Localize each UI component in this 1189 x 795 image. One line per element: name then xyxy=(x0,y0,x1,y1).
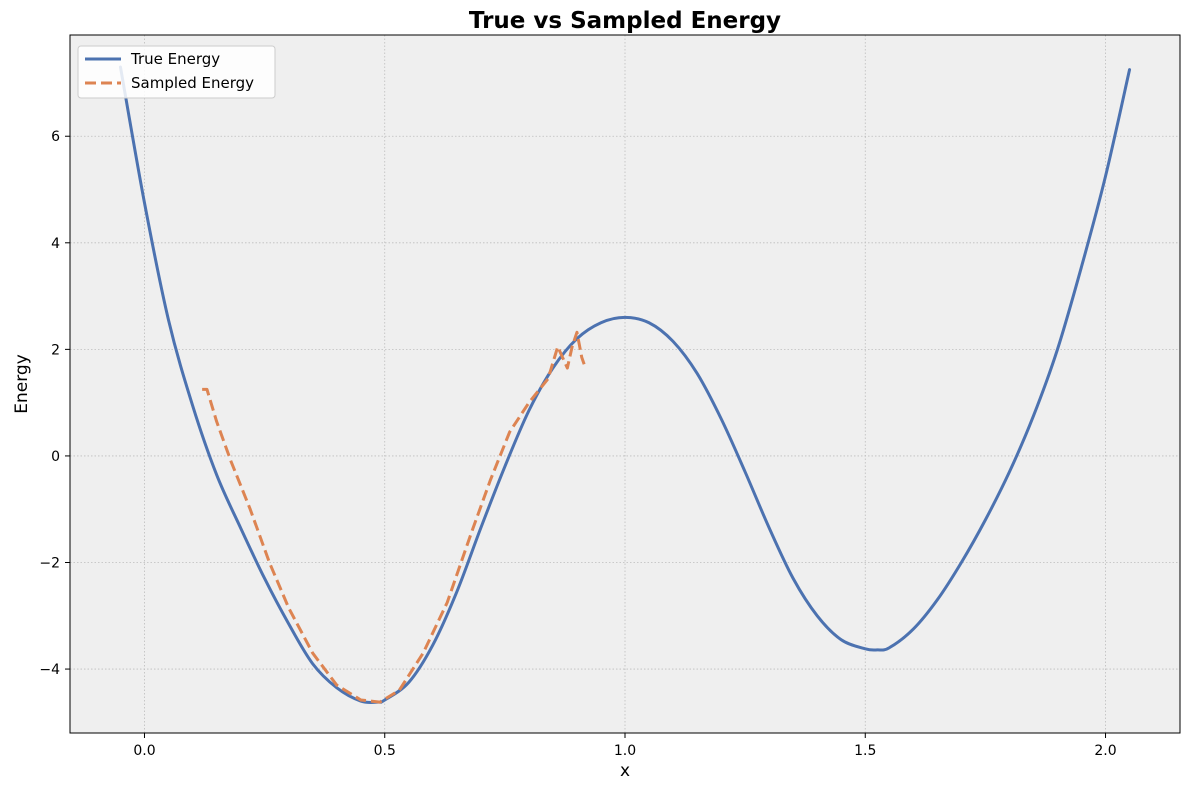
series-layer xyxy=(118,65,1132,705)
x-tick-label: 2.0 xyxy=(1094,743,1116,759)
x-axis-label: x xyxy=(620,761,630,781)
x-tick-label: 0.5 xyxy=(374,743,396,759)
x-tick-label: 1.0 xyxy=(614,743,636,759)
y-axis-label: Energy xyxy=(12,354,32,414)
ticks: 0.0 0.5 1.0 1.5 2.0 −4 −2 0 2 4 6 xyxy=(39,129,1116,759)
y-tick-label: 4 xyxy=(51,236,60,252)
legend-label-true-energy: True Energy xyxy=(130,50,220,68)
legend-label-sampled-energy: Sampled Energy xyxy=(131,74,254,92)
y-tick-label: −2 xyxy=(39,555,60,571)
series-line-true-energy xyxy=(118,65,1132,705)
y-tick-label: 0 xyxy=(51,449,60,465)
plot-area xyxy=(70,35,1180,733)
x-tick-label: 0.0 xyxy=(133,743,155,759)
legend: True Energy Sampled Energy xyxy=(77,45,276,99)
grid-lines xyxy=(70,35,1180,733)
y-tick-label: 6 xyxy=(51,129,60,145)
y-tick-label: −4 xyxy=(39,662,60,678)
y-tick-label: 2 xyxy=(51,342,60,358)
chart-title: True vs Sampled Energy xyxy=(469,8,781,34)
legend-box xyxy=(77,45,276,99)
x-tick-label: 1.5 xyxy=(854,743,876,759)
series-line-sampled-energy xyxy=(202,330,586,704)
